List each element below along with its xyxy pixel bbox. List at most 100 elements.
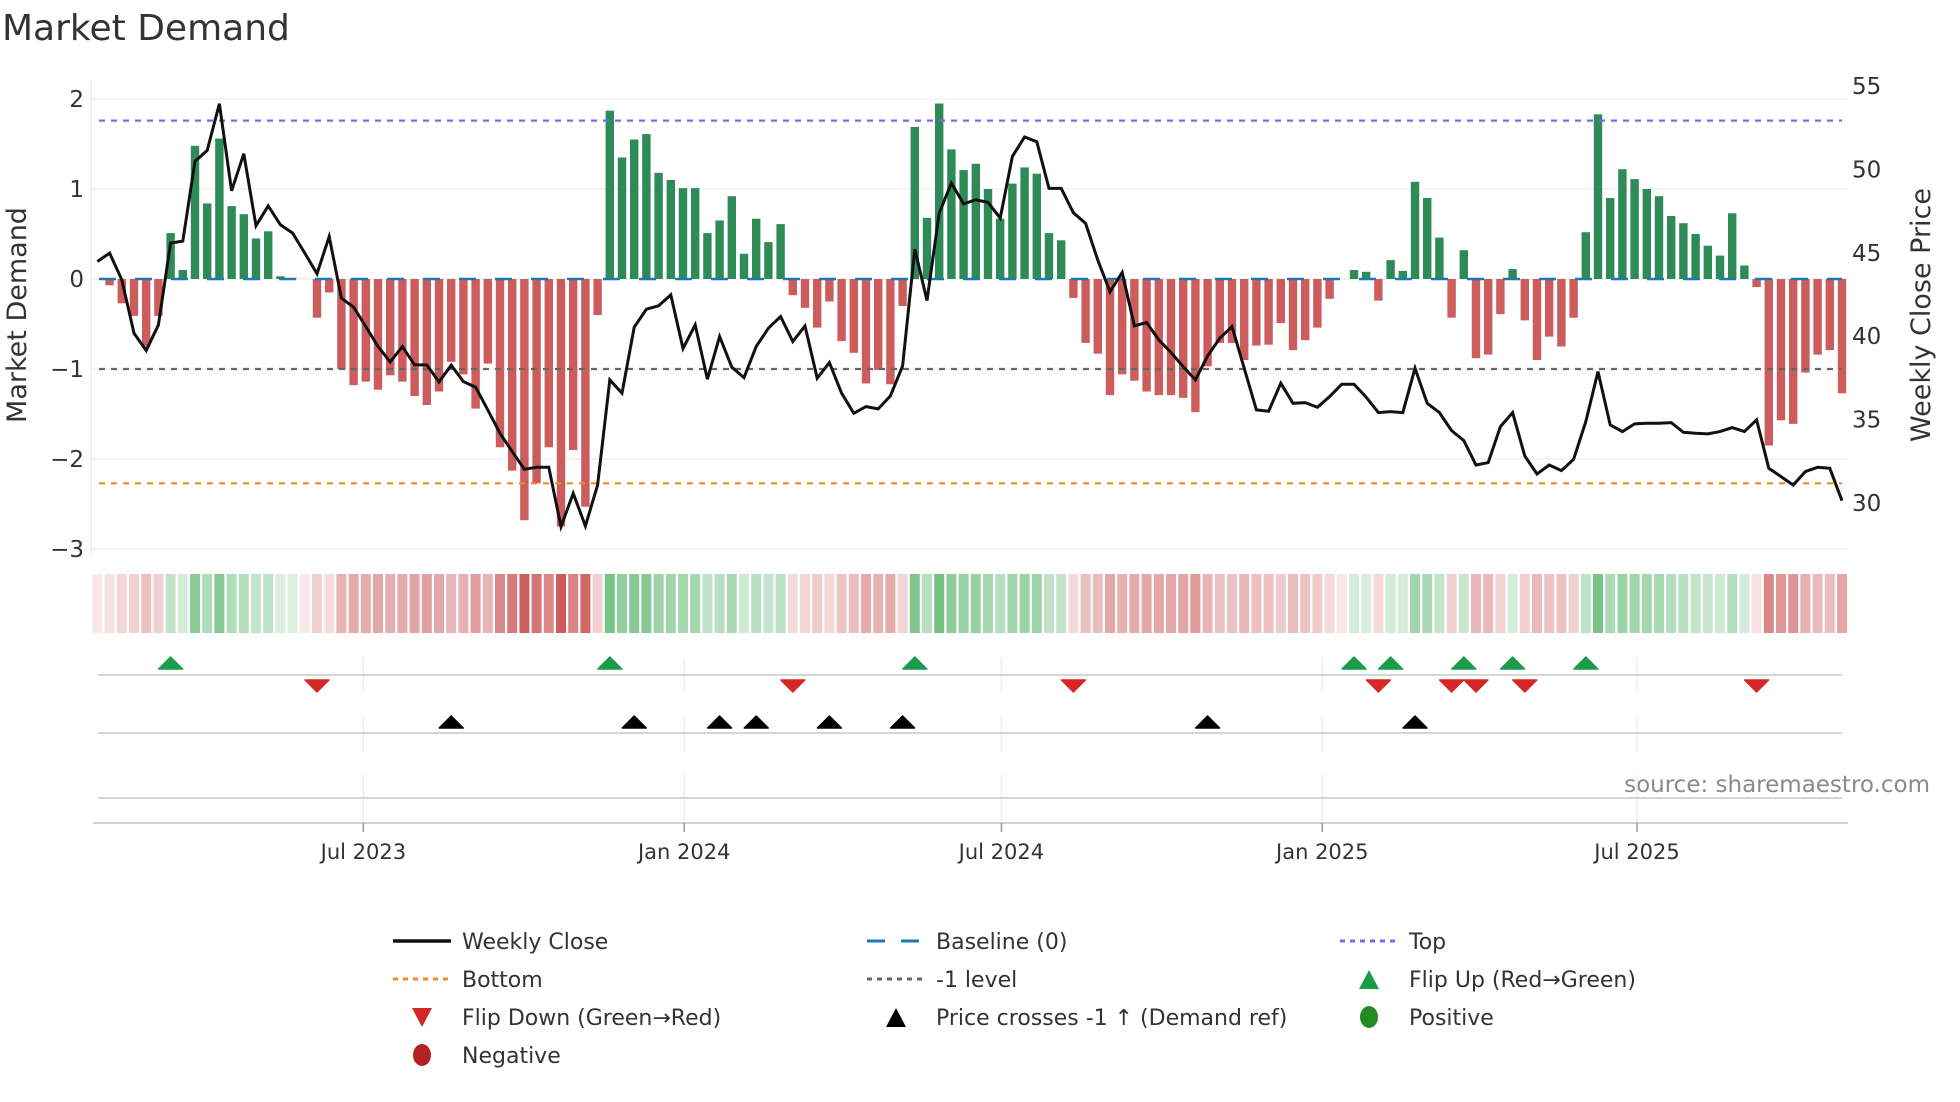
negative-bar: [1837, 279, 1847, 394]
legend-triangle-down-icon: [412, 1008, 432, 1027]
legend-dot-icon: [1360, 1006, 1378, 1028]
positive-bar: [666, 180, 675, 279]
negative-bar: [447, 279, 456, 362]
heat-cell: [983, 574, 993, 633]
heat-cell: [678, 574, 688, 633]
legend-item: Weekly Close: [393, 930, 608, 955]
negative-bar: [1374, 279, 1383, 301]
heat-cell: [1190, 574, 1201, 633]
demand-heat-strip: [92, 574, 1847, 633]
heat-cell: [1483, 574, 1494, 633]
negative-bar: [1325, 279, 1334, 299]
heat-cell: [1568, 574, 1579, 633]
x-tick-label: Jan 2024: [636, 840, 731, 864]
negative-bar: [117, 279, 126, 304]
legend-triangle-up-icon: [1359, 970, 1379, 989]
heat-cell: [275, 574, 286, 633]
positive-bar: [1349, 270, 1359, 279]
positive-bar: [727, 196, 736, 279]
weekly-close-line: [96, 103, 1844, 533]
heat-cell: [1397, 574, 1408, 633]
positive-bar: [1057, 240, 1066, 279]
flip-down-marker: [1365, 679, 1392, 693]
negative-bar: [1203, 279, 1212, 367]
positive-bar: [678, 188, 688, 279]
legend-label: Negative: [462, 1044, 561, 1069]
positive-bar: [739, 253, 749, 279]
positive-bar: [1691, 234, 1700, 279]
negative-bar: [1118, 279, 1127, 375]
flip-up-marker: [1341, 656, 1367, 670]
negative-bar: [105, 279, 114, 286]
heat-cell: [1519, 574, 1530, 633]
price-cross-marker: [743, 715, 769, 729]
heat-cell: [409, 574, 420, 633]
positive-bar: [1581, 232, 1590, 279]
heat-cell: [1227, 574, 1237, 633]
legend-label: Baseline (0): [936, 930, 1067, 955]
negative-bar: [471, 279, 480, 409]
positive-bar: [617, 157, 627, 279]
positive-bar: [215, 138, 224, 279]
negative-bar: [337, 279, 346, 369]
flip-down-marker: [1512, 679, 1538, 693]
heat-cell: [1239, 574, 1250, 633]
positive-bar: [1008, 183, 1017, 279]
chart-title: Market Demand: [2, 8, 290, 49]
negative-bar: [1752, 279, 1761, 288]
heat-cell: [1336, 574, 1347, 633]
heat-cell: [1312, 574, 1323, 633]
legend-item: Flip Down (Green→Red): [412, 1006, 721, 1031]
positive-bar: [1362, 271, 1371, 279]
positive-bar: [1435, 237, 1444, 279]
heat-cell: [543, 574, 554, 633]
heat-cell: [1007, 574, 1018, 633]
negative-bar: [1825, 279, 1834, 351]
negative-bar: [849, 279, 858, 353]
heat-cell: [1544, 574, 1555, 633]
heat-cell: [714, 574, 725, 633]
price-cross-marker: [889, 715, 916, 729]
weekly-close-series: [96, 103, 1844, 533]
negative-bar: [1313, 279, 1322, 328]
heat-cell: [702, 574, 713, 633]
heat-cell: [1458, 574, 1469, 633]
heat-cell: [873, 574, 884, 633]
level-lines: [99, 119, 1842, 485]
negative-bar: [1447, 279, 1456, 318]
heat-cell: [397, 574, 408, 633]
heat-cell: [226, 574, 237, 633]
flip-up-marker: [1377, 656, 1404, 670]
heat-cell: [629, 574, 640, 633]
positive-bar: [776, 224, 785, 279]
flip-down-marker: [1463, 679, 1489, 693]
heat-cell: [1446, 574, 1457, 633]
price-cross-marker: [438, 715, 464, 729]
heat-cell: [299, 574, 310, 633]
legend-label: -1 level: [936, 968, 1017, 993]
negative-bar: [1801, 279, 1810, 373]
heat-cell: [214, 574, 225, 633]
heat-cell: [690, 574, 701, 633]
heat-cell: [1129, 574, 1140, 633]
negative-bar: [1227, 279, 1237, 343]
heat-cell: [421, 574, 432, 633]
heat-cell: [1593, 574, 1603, 633]
positive-bar: [983, 189, 993, 279]
heat-cell: [568, 574, 579, 633]
heat-cell: [1141, 574, 1152, 633]
heat-cell: [946, 574, 957, 633]
negative-bar: [1301, 279, 1310, 341]
y-tick-label: 1: [69, 177, 84, 203]
negative-bar: [434, 279, 444, 392]
heat-cell: [458, 574, 469, 633]
heat-cell: [1300, 574, 1311, 633]
heat-cell: [446, 574, 457, 633]
negative-bar: [398, 279, 407, 382]
heat-cell: [385, 574, 396, 633]
legend-label: Bottom: [462, 968, 543, 993]
heat-cell: [958, 574, 969, 633]
heat-cell: [531, 574, 542, 633]
legend-item: -1 level: [867, 968, 1017, 993]
